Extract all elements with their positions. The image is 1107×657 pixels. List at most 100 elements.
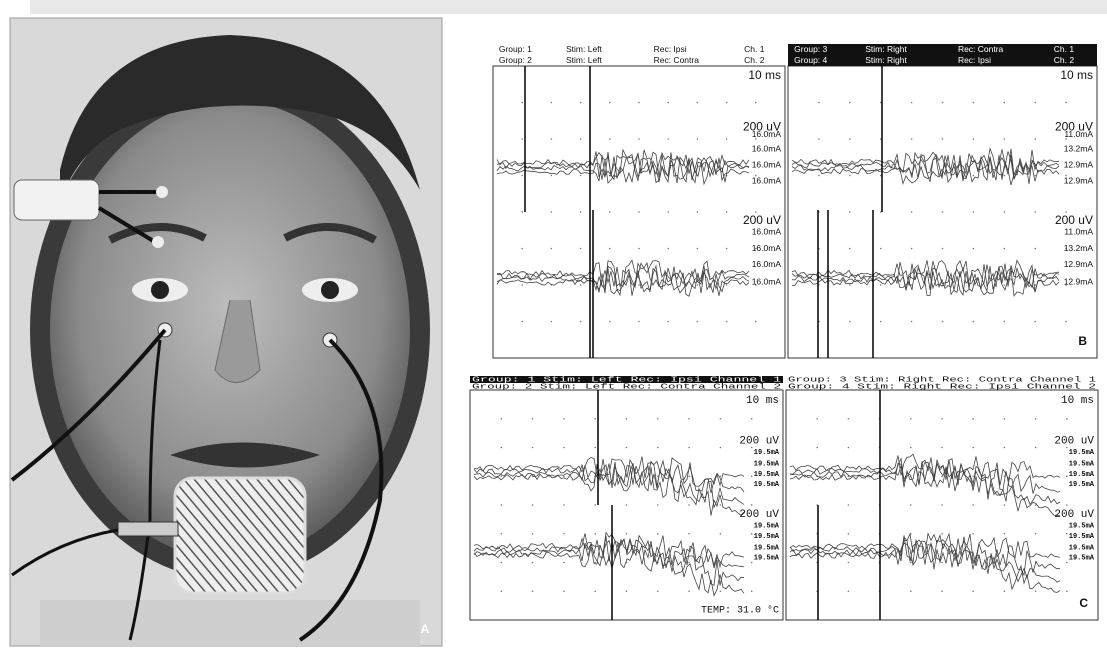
grid-dot [638,102,640,104]
grid-dot [972,418,974,420]
grid-dot [942,211,944,213]
grid-dot [726,211,728,213]
header-bar [788,44,1097,55]
grid-dot [1034,102,1036,104]
grid-dot [638,284,640,286]
grid-dot [973,211,975,213]
grid-dot [501,475,503,477]
grid-dot [726,321,728,323]
grid-dot [532,447,534,449]
grid-dot [688,533,690,535]
stimulus-current: 12.9mA [1064,160,1094,170]
stimulus-current: 19.5mA [754,533,780,541]
amplitude-scale: 200 uV [739,436,779,448]
grid-dot [1034,175,1036,177]
stimulus-current: 19.5mA [754,555,780,563]
stimulus-current: 16.0mA [752,176,782,186]
grid-dot [1066,590,1068,592]
grid-dot [638,211,640,213]
grid-dot [972,475,974,477]
stimulus-current: 19.5mA [1069,449,1095,457]
grid-dot [667,211,669,213]
grid-dot [941,418,943,420]
stimulus-current: 19.5mA [1069,555,1095,563]
panel-label: B [1078,334,1087,348]
grid-dot [697,211,699,213]
grid-dot [551,248,553,250]
grid-dot [818,175,820,177]
grid-dot [697,321,699,323]
grid-dot [751,504,753,506]
grid-dot [942,248,944,250]
grid-dot [1035,418,1037,420]
grid-dot [848,447,850,449]
grid-dot [501,590,503,592]
trace-plot: Group: 3 Stim: Right Rec: Contra Channel… [786,376,1098,620]
grid-dot [1034,284,1036,286]
grid-dot [972,447,974,449]
grid-dot [521,284,523,286]
header-text: Ch. 2 [1054,55,1075,65]
grid-dot [667,138,669,140]
grid-dot [563,590,565,592]
grid-dot [848,590,850,592]
photo [10,18,442,646]
grid-dot [532,418,534,420]
grid-dot [755,321,757,323]
grid-dot [1004,418,1006,420]
grid-dot [657,504,659,506]
grid-dot [1004,447,1006,449]
header-bar [788,55,1097,66]
grid-dot [1034,211,1036,213]
grid-dot [609,138,611,140]
grid-dot [551,321,553,323]
stimulus-current: 13.2mA [1064,143,1094,153]
grid-dot [580,138,582,140]
grid-dot [849,211,851,213]
grid-dot [688,475,690,477]
grid-dot [726,284,728,286]
stimulus-current: 16.0mA [752,276,782,286]
grid-dot [1004,138,1006,140]
grid-dot [563,418,565,420]
grid-dot [501,504,503,506]
stimulus-current: 16.0mA [752,129,782,139]
grid-dot [609,211,611,213]
grid-dot [551,175,553,177]
header-text: Rec: Contra [654,55,700,65]
stimulus-current: 16.0mA [752,227,782,237]
grid-dot [521,321,523,323]
grid-dot [848,533,850,535]
grid-dot [941,562,943,564]
grid-dot [849,175,851,177]
grid-dot [751,533,753,535]
grid-dot [688,447,690,449]
grid-dot [849,248,851,250]
grid-dot [532,590,534,592]
grid-dot [657,475,659,477]
grid-dot [532,533,534,535]
grid-dot [1035,533,1037,535]
grid-dot [563,447,565,449]
grid-dot [501,418,503,420]
grid-dot [580,102,582,104]
grid-dot [751,475,753,477]
grid-dot [580,211,582,213]
header-text: Ch. 2 [744,55,765,65]
grid-dot [751,590,753,592]
grid-dot [697,248,699,250]
grid-dot [626,447,628,449]
grid-dot [720,533,722,535]
grid-dot [1034,138,1036,140]
grid-dot [942,138,944,140]
stimulus-current: 12.9mA [1064,276,1094,286]
grid-dot [720,504,722,506]
grid-dot [910,418,912,420]
grid-dot [911,321,913,323]
grid-dot [973,138,975,140]
grid-dot [1066,533,1068,535]
grid-dot [1034,321,1036,323]
grid-dot [848,418,850,420]
amplitude-scale: 200 uV [743,213,781,227]
grid-dot [657,447,659,449]
